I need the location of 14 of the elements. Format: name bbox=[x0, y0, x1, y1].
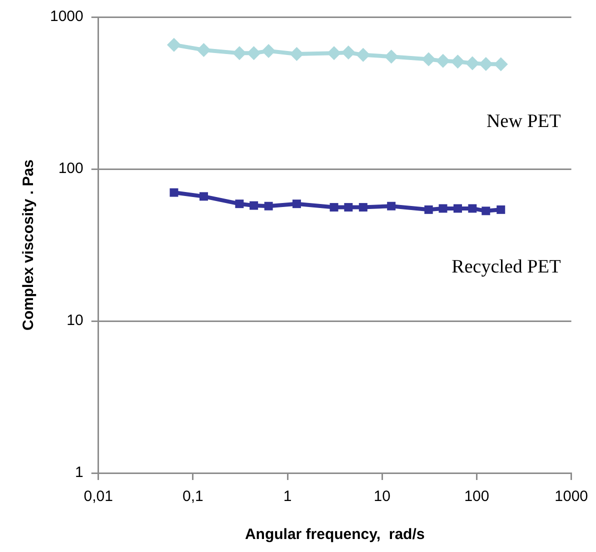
text: New PET bbox=[486, 111, 562, 132]
y-tick-label: 100 bbox=[58, 160, 84, 178]
x-tick-label: 10 bbox=[374, 488, 390, 506]
y-axis-title: Complex viscosity . Pas bbox=[20, 160, 38, 330]
text: Recycled PET bbox=[452, 256, 562, 278]
x-tick-label: 0,01 bbox=[84, 488, 113, 506]
x-tick-label: 1 bbox=[283, 488, 292, 506]
y-tick-label: 10 bbox=[66, 312, 84, 330]
y-tick-label: 1000 bbox=[50, 8, 84, 26]
y-tick-label: 1 bbox=[75, 464, 84, 482]
x-tick-label: 1000 bbox=[554, 488, 588, 506]
x-tick-label: 100 bbox=[464, 488, 490, 506]
x-axis-title: Angular frequency, rad/s bbox=[244, 526, 425, 544]
x-tick-label: 0,1 bbox=[182, 488, 204, 506]
